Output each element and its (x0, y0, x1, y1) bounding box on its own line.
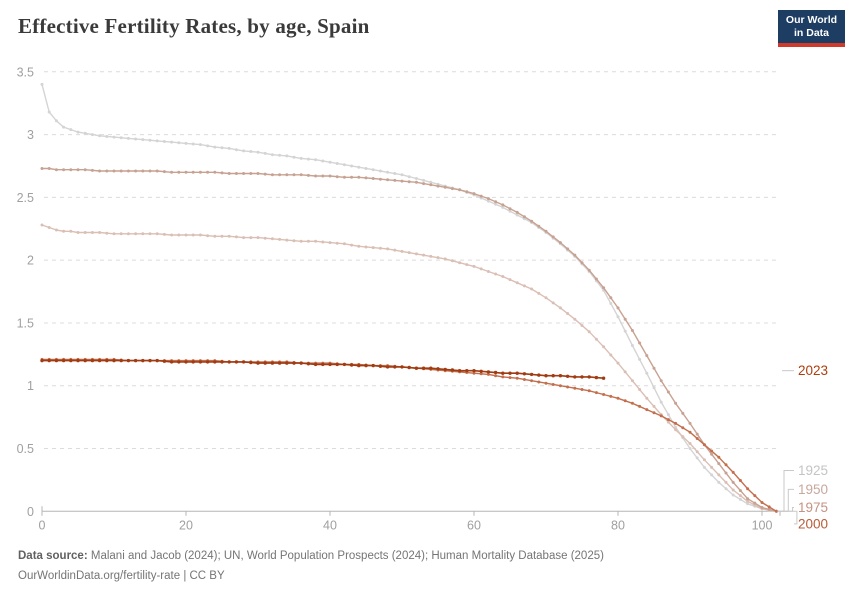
data-source-line: Data source: Malani and Jacob (2024); UN… (18, 546, 604, 566)
label-connector-2000 (777, 510, 798, 525)
page-title: Effective Fertility Rates, by age, Spain (18, 14, 370, 38)
series-label-1975[interactable]: 1975 (798, 500, 828, 515)
owid-logo-line1: Our World (785, 14, 838, 26)
series-markers-1975 (40, 167, 778, 513)
x-tick-label-0: 0 (39, 518, 46, 532)
x-tick-label-40: 40 (323, 518, 337, 532)
series-label-2000[interactable]: 2000 (798, 516, 828, 531)
y-tick-label-1.5: 1.5 (17, 316, 34, 330)
series-markers-1950 (40, 223, 778, 513)
x-tick-label-80: 80 (611, 518, 625, 532)
x-tick-label-20: 20 (179, 518, 193, 532)
owid-logo[interactable]: Our World in Data (778, 10, 845, 47)
x-tick-label-100: 100 (752, 518, 773, 532)
label-connector-1925 (777, 469, 794, 512)
series-line-1975[interactable] (42, 167, 777, 512)
y-tick-label-1: 1 (27, 379, 34, 393)
label-connector-1975 (777, 507, 794, 512)
label-connector-1950 (777, 488, 794, 512)
chart-footer: Data source: Malani and Jacob (2024); UN… (18, 546, 604, 586)
data-source-label: Data source: (18, 550, 88, 562)
x-tick-label-60: 60 (467, 518, 481, 532)
series-line-1925[interactable] (41, 84, 777, 512)
series-line-2000[interactable] (42, 358, 777, 512)
y-tick-label-3.5: 3.5 (17, 65, 34, 79)
series-label-2023[interactable]: 2023 (798, 363, 828, 378)
data-source-text: Malani and Jacob (2024); UN, World Popul… (87, 550, 604, 562)
y-tick-label-0: 0 (27, 505, 34, 519)
owid-logo-line2: in Data (793, 27, 829, 39)
y-tick-label-3: 3 (27, 128, 34, 142)
license-line: OurWorldinData.org/fertility-rate | CC B… (18, 570, 225, 582)
y-tick-label-2: 2 (27, 254, 34, 268)
series-markers-2000 (40, 357, 778, 513)
series-label-1925[interactable]: 1925 (798, 463, 828, 478)
y-tick-label-0.5: 0.5 (17, 442, 34, 456)
series-label-1950[interactable]: 1950 (798, 482, 828, 497)
y-tick-label-2.5: 2.5 (17, 191, 34, 205)
series-markers-2023 (40, 358, 606, 380)
